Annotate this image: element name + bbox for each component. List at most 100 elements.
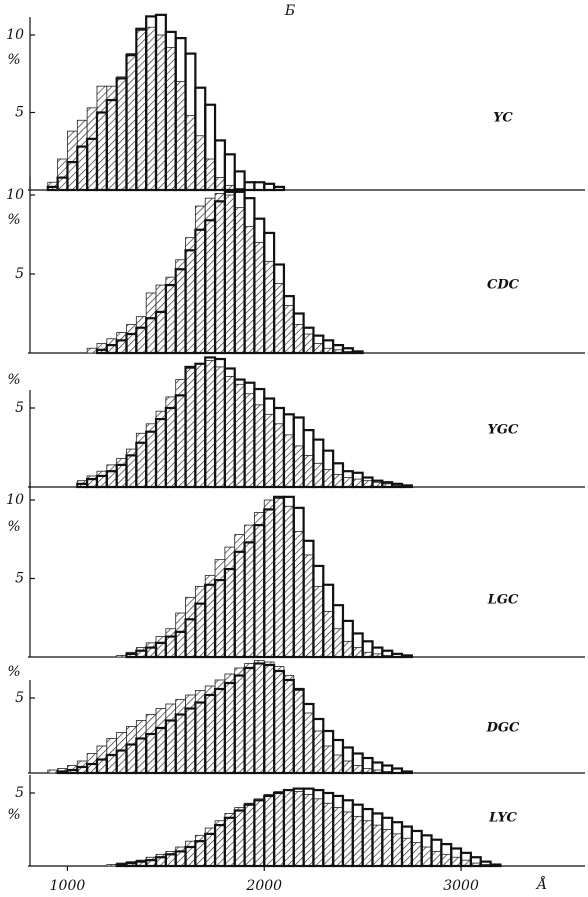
hatched-bar <box>332 473 344 488</box>
hatched-bar <box>185 596 196 658</box>
hatched-bar <box>303 454 314 488</box>
open-bar <box>253 181 266 192</box>
hatched-bar <box>175 81 186 191</box>
y-unit-label: % <box>7 664 20 680</box>
open-bar <box>56 770 69 775</box>
hatched-bar <box>194 834 206 867</box>
open-bar <box>381 649 394 659</box>
hatched-bar <box>116 458 127 488</box>
hatched-bar <box>116 655 127 658</box>
open-bar <box>223 153 236 192</box>
hatched-bar <box>165 628 177 658</box>
y-tick-label: 5 <box>15 571 24 587</box>
hatched-bar <box>303 554 314 658</box>
hatched-bar <box>185 694 196 774</box>
y-tick-label: 5 <box>15 105 24 121</box>
hatched-bar <box>352 765 364 774</box>
hatched-bar <box>135 316 147 354</box>
panel-label: LGC <box>487 593 519 608</box>
hatched-bar <box>293 791 305 867</box>
hatched-bar <box>214 193 226 354</box>
hatched-bar <box>450 856 462 867</box>
y-tick-label: 5 <box>15 400 24 416</box>
hatched-bar <box>185 840 196 867</box>
open-bar <box>479 860 492 868</box>
hatched-bar <box>204 360 216 488</box>
hatched-bar <box>224 813 236 867</box>
hatched-bar <box>244 524 255 658</box>
hatched-bar <box>67 130 78 191</box>
hatched-bar <box>362 820 373 867</box>
panel-label: LYC <box>488 811 517 826</box>
hatched-bar <box>303 794 314 867</box>
y-unit-label: % <box>7 519 20 535</box>
hatched-bar <box>214 820 226 867</box>
y-tick-label: 10 <box>6 187 24 203</box>
hatched-bar <box>391 833 403 867</box>
hatched-bar <box>411 842 423 867</box>
hatched-bar <box>96 343 108 354</box>
hatched-bar <box>234 667 245 774</box>
hatched-bar <box>322 469 334 488</box>
hatched-bar <box>47 769 59 774</box>
hatched-bar <box>263 661 275 774</box>
y-tick-label: 5 <box>15 690 24 706</box>
hatched-bar <box>273 498 285 658</box>
hatched-bar <box>165 47 177 191</box>
open-bar <box>272 185 286 192</box>
open-bar <box>263 182 276 192</box>
x-tick-label: 3000 <box>443 878 479 894</box>
hatched-bar <box>165 703 177 774</box>
hatched-bar <box>224 546 236 658</box>
hatched-bar <box>283 505 295 658</box>
hatched-bar <box>332 628 344 658</box>
hatched-bar <box>214 366 226 488</box>
x-tick-label: 1000 <box>50 878 86 894</box>
hatched-bar <box>86 347 98 354</box>
hatched-bar <box>283 305 295 354</box>
hatched-bar <box>263 794 275 867</box>
hatched-bar <box>194 363 206 488</box>
hatched-bar <box>293 445 305 488</box>
hatched-bar <box>214 559 226 658</box>
hatched-bar <box>106 864 118 867</box>
hatched-bar <box>273 423 285 488</box>
hatched-bar <box>224 194 236 354</box>
hatched-bar <box>155 853 167 867</box>
hatched-bar <box>126 324 137 354</box>
hatched-bar <box>165 276 177 354</box>
hatched-bar <box>135 432 147 488</box>
hatched-bar <box>57 158 68 191</box>
hatched-bar <box>165 396 177 488</box>
open-bar <box>341 347 354 355</box>
hatched-bar <box>342 760 354 774</box>
hatched-bar <box>313 798 324 867</box>
hatched-bar <box>145 26 157 191</box>
hatched-bar <box>303 333 314 354</box>
hatched-bar <box>322 611 334 658</box>
hatched-bar <box>175 846 186 867</box>
hatched-bar <box>254 660 265 774</box>
hatched-bar <box>332 754 344 774</box>
hatched-bar <box>421 846 432 867</box>
figure-title: Б <box>284 3 295 19</box>
x-tick-label: 2000 <box>245 878 282 894</box>
hatched-bar <box>155 284 167 354</box>
hatched-bar <box>96 85 108 191</box>
hatched-bar <box>352 647 364 658</box>
hatched-bar <box>135 647 147 658</box>
hatched-bar <box>244 802 255 867</box>
hatched-bar <box>204 574 216 658</box>
y-tick-label: 10 <box>6 492 24 508</box>
hatched-bar <box>342 640 354 658</box>
panel-label: YGC <box>488 423 519 438</box>
hatched-bar <box>381 829 393 867</box>
hatched-bar <box>155 410 167 488</box>
hatched-bar <box>175 699 186 774</box>
hatched-bar <box>440 853 452 867</box>
hatched-bar <box>283 789 295 867</box>
hatched-bar <box>86 107 98 191</box>
y-tick-label: 10 <box>6 27 24 43</box>
hatched-bar <box>263 260 275 354</box>
